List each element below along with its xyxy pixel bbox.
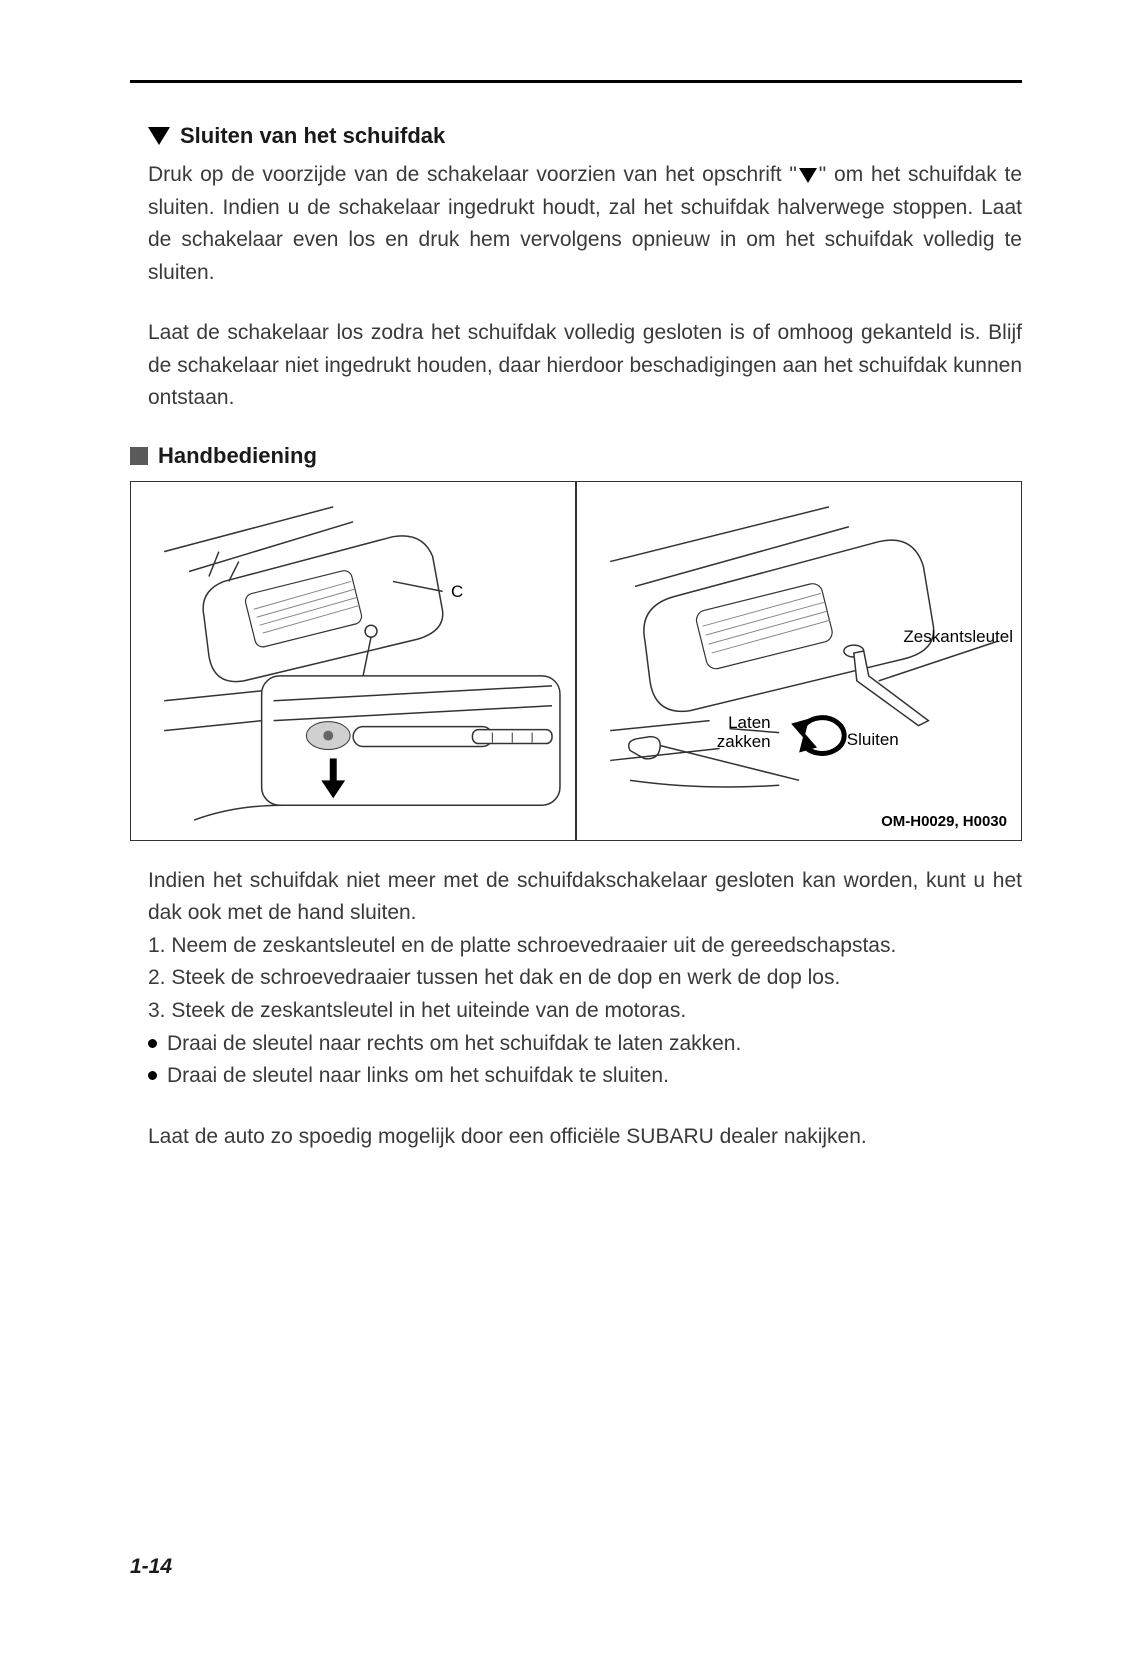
triangle-down-icon [148,127,170,145]
diagram-label-c: C [451,582,463,602]
diagram-label-zeskant: Zeskantsleutel [903,627,1013,647]
diagram-right: Zeskantsleutel Laten zakken Sluiten OM-H… [577,482,1021,840]
page-number: 1-14 [130,1555,172,1579]
section1-para2: Laat de schakelaar los zodra het schuifd… [148,317,1022,415]
top-horizontal-rule [130,80,1022,83]
diagram-container: C [130,481,1022,841]
square-bullet-icon [130,447,148,465]
section2-para2: Laat de auto zo spoedig mogelijk door ee… [148,1121,1022,1154]
section2-para1: Indien het schuifdak niet meer met de sc… [148,865,1022,930]
diagram-label-sluiten: Sluiten [847,730,899,750]
section2-step1: 1. Neem de zeskantsleutel en de platte s… [148,930,1022,963]
bullet-dot-icon [148,1039,157,1048]
section1-para1-part1: Druk op de voorzijde van de schakelaar v… [148,163,797,186]
section2-step2: 2. Steek de schroevedraaier tussen het d… [148,962,1022,995]
section2-bullet2-text: Draai de sleutel naar links om het schui… [167,1060,669,1093]
inline-triangle-icon [799,168,817,183]
section2-heading-text: Handbediening [158,443,317,469]
section2-bullet1-text: Draai de sleutel naar rechts om het schu… [167,1028,741,1061]
diagram-left: C [131,482,575,840]
rotate-arrows-icon [791,718,844,754]
diagram-right-svg [577,482,1021,840]
diagram-caption: OM-H0029, H0030 [881,813,1007,830]
section1-heading-text: Sluiten van het schuifdak [180,123,445,149]
bullet-dot-icon [148,1071,157,1080]
section2-step3: 3. Steek de zeskantsleutel in het uitein… [148,995,1022,1028]
section2-bullet2: Draai de sleutel naar links om het schui… [148,1060,1022,1093]
section1-heading: Sluiten van het schuifdak [148,123,1022,149]
section1-para1: Druk op de voorzijde van de schakelaar v… [148,159,1022,289]
diagram-label-laten-zakken: Laten zakken [717,714,771,751]
diagram-left-svg [131,482,575,840]
section2-heading: Handbediening [130,443,1022,469]
section2-bullet1: Draai de sleutel naar rechts om het schu… [148,1028,1022,1061]
page-container: Sluiten van het schuifdak Druk op de voo… [0,0,1142,1213]
